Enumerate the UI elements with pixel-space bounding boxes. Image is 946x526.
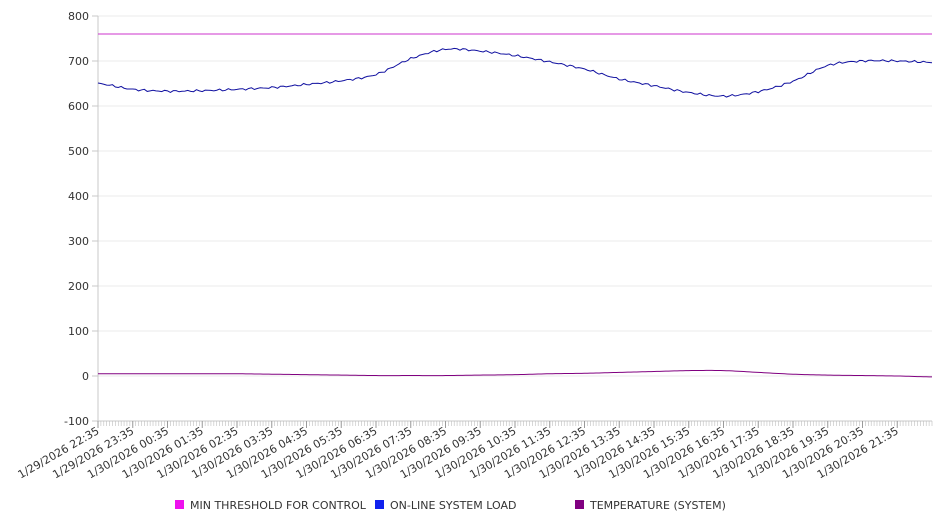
y-tick-label: 800 xyxy=(68,10,89,23)
legend: MIN THRESHOLD FOR CONTROL ON-LINE SYSTEM … xyxy=(175,499,726,512)
y-tick-label: -100 xyxy=(64,415,89,428)
legend-label: ON-LINE SYSTEM LOAD xyxy=(390,499,516,512)
y-tick-label: 600 xyxy=(68,100,89,113)
series-line-2 xyxy=(98,369,933,378)
axes xyxy=(97,16,932,422)
legend-label: TEMPERATURE (SYSTEM) xyxy=(589,499,726,512)
legend-swatch xyxy=(175,500,184,509)
y-tick-label: 500 xyxy=(68,145,89,158)
series-line-1 xyxy=(97,47,933,98)
y-tick-label: 0 xyxy=(82,370,89,383)
y-tick-label: 200 xyxy=(68,280,89,293)
y-tick-label: 100 xyxy=(68,325,89,338)
y-tick-label: 300 xyxy=(68,235,89,248)
y-tick-label: 400 xyxy=(68,190,89,203)
y-tick-label: 700 xyxy=(68,55,89,68)
legend-swatch xyxy=(375,500,384,509)
legend-label: MIN THRESHOLD FOR CONTROL xyxy=(190,499,367,512)
y-axis-ticks: -100 0 100 200 300 400 500 600 700 800 xyxy=(64,10,98,428)
x-axis-ticks: 1/29/2026 22:351/29/2026 23:351/30/2026 … xyxy=(16,421,933,481)
grid-lines xyxy=(98,15,932,422)
legend-swatch xyxy=(575,500,584,509)
series-lines xyxy=(97,33,933,378)
